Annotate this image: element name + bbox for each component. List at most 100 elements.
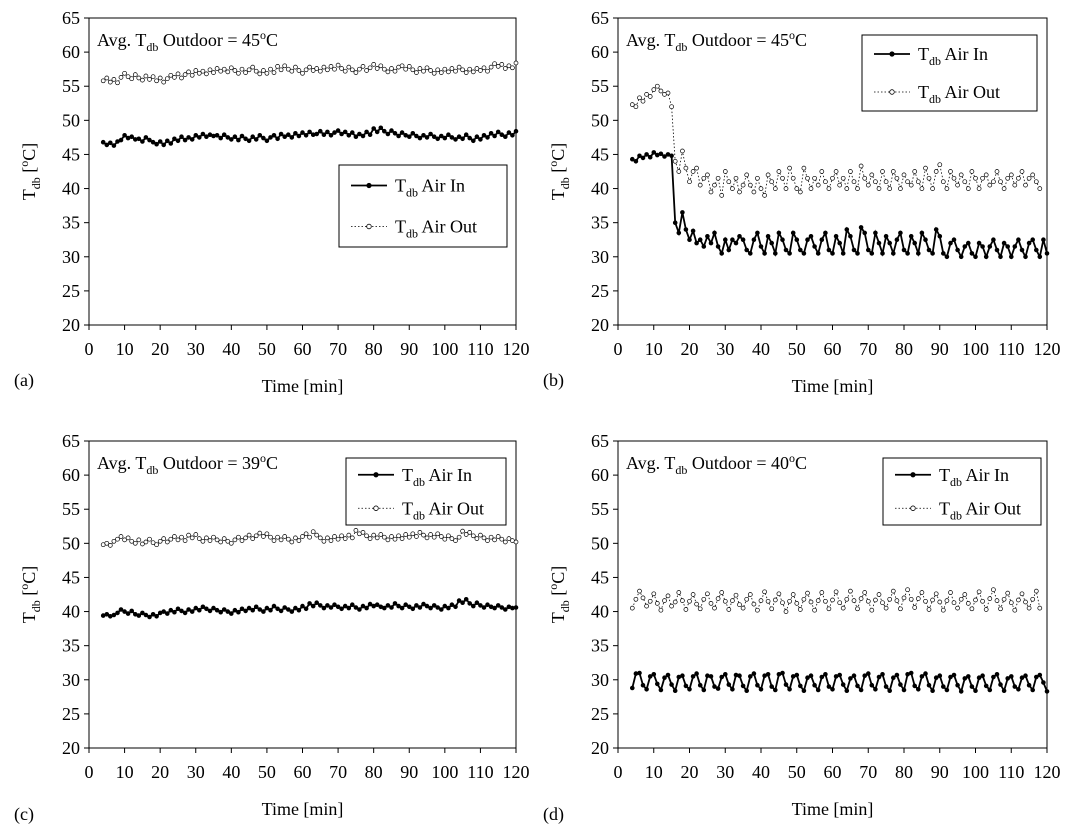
air-out-point	[783, 186, 789, 191]
x-tick-label: 50	[788, 339, 806, 359]
air-out-point	[499, 62, 505, 67]
air-out-point	[654, 601, 660, 606]
y-tick-label: 25	[591, 704, 609, 724]
air-out-point	[755, 607, 760, 613]
y-tick-label: 65	[591, 431, 609, 451]
y-axis-label-sup: o	[17, 161, 31, 167]
air-in-point	[969, 251, 975, 256]
air-in-point	[708, 674, 714, 679]
air-out-point	[758, 186, 764, 191]
chart-panel: 20 25 30 35 40 45 50 55 60 65 0 10 20 30 40 50 60 70 80 90 1…	[543, 431, 1061, 825]
y-tick-label: 60	[591, 42, 609, 62]
air-out-point	[125, 74, 131, 80]
series-air-out	[100, 528, 519, 548]
air-out-point	[629, 605, 635, 611]
air-in-point	[442, 603, 448, 609]
air-out-point	[965, 601, 971, 606]
air-out-point	[513, 60, 519, 66]
y-tick-label: 35	[591, 213, 609, 233]
legend-swatch-marker	[910, 505, 916, 511]
x-tick-label: 10	[116, 339, 134, 359]
air-out-point	[1023, 599, 1028, 605]
air-out-point	[722, 169, 728, 174]
air-out-point	[293, 64, 298, 70]
air-in-point	[740, 683, 746, 689]
air-out-point	[278, 537, 284, 543]
air-in-point	[143, 135, 149, 140]
air-in-point	[1041, 237, 1046, 243]
air-in-point	[175, 606, 181, 612]
air-out-point	[640, 595, 646, 601]
x-tick-label: 0	[85, 339, 94, 359]
air-in-point	[367, 132, 373, 138]
air-out-point	[478, 68, 483, 73]
air-out-point	[481, 65, 487, 71]
air-in-point	[289, 135, 295, 140]
air-in-point	[360, 603, 366, 609]
air-out-point	[797, 189, 803, 195]
y-axis-label-unit: [	[548, 590, 568, 601]
air-in-point	[662, 675, 667, 680]
air-out-point	[261, 68, 266, 73]
air-in-point	[812, 244, 817, 249]
air-out-point	[690, 169, 696, 174]
air-in-point	[485, 602, 490, 607]
air-out-point	[869, 607, 875, 613]
air-in-point	[991, 674, 996, 680]
legend-label: Air In	[962, 465, 1009, 485]
air-in-point	[1026, 240, 1032, 246]
air-in-point	[285, 607, 291, 612]
air-out-point	[887, 186, 893, 191]
air-out-point	[833, 169, 839, 174]
air-out-point	[776, 591, 782, 597]
air-in-point	[776, 230, 782, 236]
air-out-point	[751, 601, 757, 607]
air-in-point	[958, 254, 964, 260]
air-in-point	[715, 244, 721, 249]
air-out-point	[495, 534, 501, 539]
air-in-point	[293, 605, 298, 611]
air-in-point	[314, 600, 320, 605]
y-tick-label: 50	[591, 110, 609, 130]
y-axis-label-sub: db	[558, 177, 572, 189]
air-out-point	[214, 66, 220, 71]
air-out-point	[905, 587, 910, 593]
chart-panel: 20 25 30 35 40 45 50 55 60 65 0 10 20 30 40 50 60 70 80 90 1…	[543, 8, 1061, 396]
air-in-point	[367, 601, 373, 607]
air-in-point	[307, 129, 312, 135]
air-in-point	[392, 131, 398, 136]
air-out-point	[705, 172, 710, 178]
air-out-point	[346, 64, 352, 70]
legend-sub: db	[406, 227, 418, 241]
air-out-point	[325, 67, 330, 73]
annotation-prefix: Avg. T	[626, 30, 675, 50]
air-in-point	[104, 611, 110, 617]
air-in-point	[705, 234, 710, 239]
air-out-point	[890, 169, 896, 174]
air-in-point	[808, 673, 814, 678]
y-tick-label: 30	[62, 670, 80, 690]
air-in-point	[747, 674, 753, 679]
air-in-point	[193, 605, 199, 611]
legend-entry: Tdb Air Out	[918, 82, 1000, 106]
air-in-point	[948, 674, 953, 680]
air-out-point	[232, 68, 238, 73]
x-tick-label: 120	[1034, 762, 1061, 782]
air-in-point	[915, 251, 921, 256]
air-out-point	[837, 600, 843, 606]
air-out-point	[919, 590, 925, 595]
air-in-point	[410, 131, 416, 136]
air-out-point	[446, 69, 451, 75]
air-out-point	[948, 169, 953, 174]
air-out-point	[898, 186, 903, 191]
air-in-point	[381, 128, 387, 134]
air-out-point	[111, 538, 117, 544]
air-out-point	[424, 535, 430, 541]
air-out-point	[912, 605, 918, 610]
air-out-point	[335, 62, 341, 68]
air-out-point	[460, 67, 465, 73]
air-in-point	[629, 685, 635, 691]
air-in-point	[869, 682, 875, 688]
x-tick-label: 40	[752, 762, 770, 782]
